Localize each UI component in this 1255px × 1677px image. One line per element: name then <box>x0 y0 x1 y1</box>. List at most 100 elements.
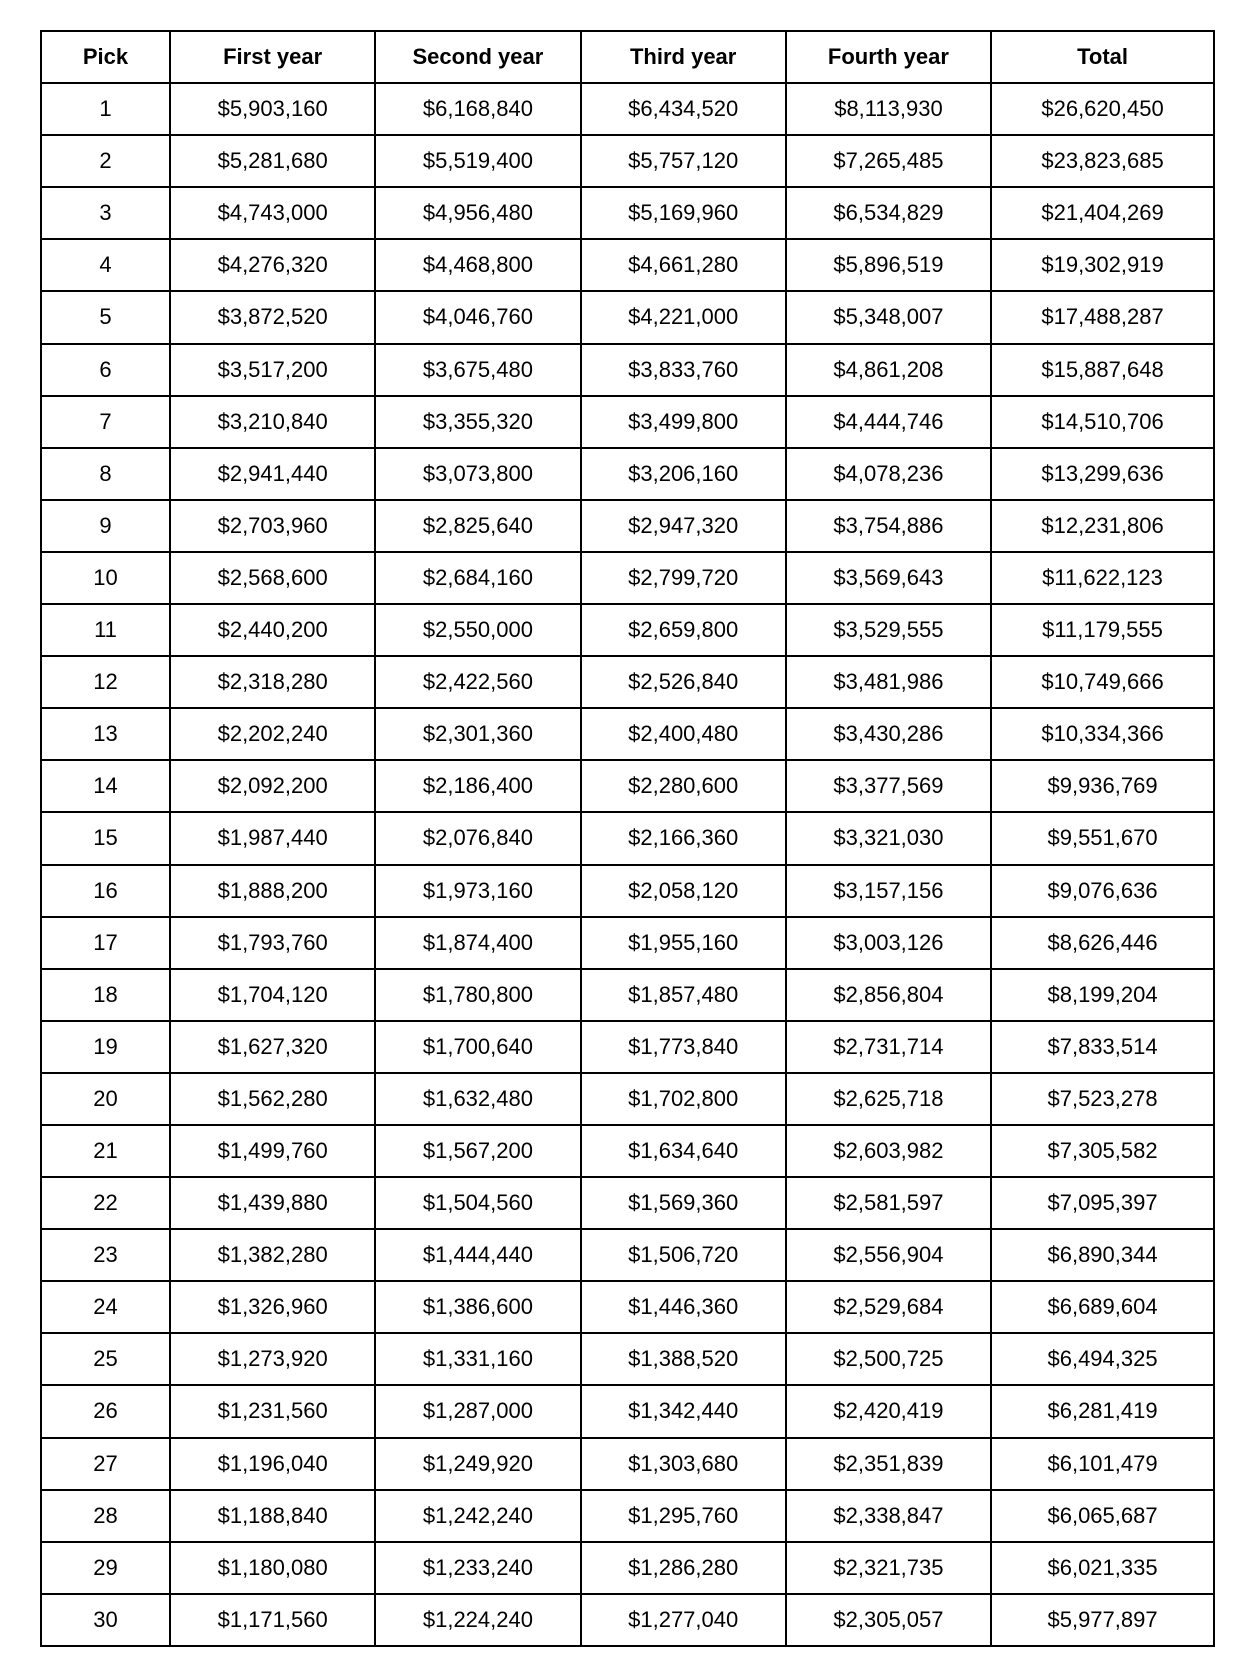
table-row: 24$1,326,960$1,386,600$1,446,360$2,529,6… <box>41 1281 1214 1333</box>
cell-total: $6,065,687 <box>991 1490 1214 1542</box>
col-header-year4: Fourth year <box>786 31 991 83</box>
cell-pick: 19 <box>41 1021 170 1073</box>
cell-year1: $4,276,320 <box>170 239 375 291</box>
cell-year2: $1,780,800 <box>375 969 580 1021</box>
cell-total: $8,199,204 <box>991 969 1214 1021</box>
cell-year2: $1,331,160 <box>375 1333 580 1385</box>
cell-pick: 25 <box>41 1333 170 1385</box>
cell-year2: $1,632,480 <box>375 1073 580 1125</box>
cell-total: $9,076,636 <box>991 865 1214 917</box>
cell-total: $7,523,278 <box>991 1073 1214 1125</box>
table-row: 10$2,568,600$2,684,160$2,799,720$3,569,6… <box>41 552 1214 604</box>
cell-pick: 6 <box>41 344 170 396</box>
table-row: 27$1,196,040$1,249,920$1,303,680$2,351,8… <box>41 1438 1214 1490</box>
cell-pick: 28 <box>41 1490 170 1542</box>
cell-year3: $2,526,840 <box>581 656 786 708</box>
cell-year2: $1,224,240 <box>375 1594 580 1646</box>
cell-year1: $1,499,760 <box>170 1125 375 1177</box>
cell-total: $11,622,123 <box>991 552 1214 604</box>
col-header-pick: Pick <box>41 31 170 83</box>
cell-year1: $1,987,440 <box>170 812 375 864</box>
cell-total: $17,488,287 <box>991 291 1214 343</box>
cell-year1: $3,872,520 <box>170 291 375 343</box>
cell-total: $12,231,806 <box>991 500 1214 552</box>
cell-year4: $2,581,597 <box>786 1177 991 1229</box>
cell-year4: $2,351,839 <box>786 1438 991 1490</box>
cell-year2: $1,287,000 <box>375 1385 580 1437</box>
cell-year1: $1,188,840 <box>170 1490 375 1542</box>
cell-total: $6,021,335 <box>991 1542 1214 1594</box>
cell-total: $6,689,604 <box>991 1281 1214 1333</box>
cell-year1: $2,440,200 <box>170 604 375 656</box>
cell-total: $5,977,897 <box>991 1594 1214 1646</box>
col-header-total: Total <box>991 31 1214 83</box>
table-row: 28$1,188,840$1,242,240$1,295,760$2,338,8… <box>41 1490 1214 1542</box>
cell-year2: $1,444,440 <box>375 1229 580 1281</box>
cell-year4: $2,625,718 <box>786 1073 991 1125</box>
table-row: 18$1,704,120$1,780,800$1,857,480$2,856,8… <box>41 969 1214 1021</box>
cell-year1: $1,196,040 <box>170 1438 375 1490</box>
table-row: 19$1,627,320$1,700,640$1,773,840$2,731,7… <box>41 1021 1214 1073</box>
cell-pick: 4 <box>41 239 170 291</box>
cell-year1: $1,562,280 <box>170 1073 375 1125</box>
cell-year1: $4,743,000 <box>170 187 375 239</box>
cell-year3: $2,799,720 <box>581 552 786 604</box>
cell-year1: $2,703,960 <box>170 500 375 552</box>
cell-year3: $1,569,360 <box>581 1177 786 1229</box>
table-body: 1$5,903,160$6,168,840$6,434,520$8,113,93… <box>41 83 1214 1646</box>
cell-year1: $1,273,920 <box>170 1333 375 1385</box>
cell-year3: $2,058,120 <box>581 865 786 917</box>
cell-pick: 5 <box>41 291 170 343</box>
cell-year2: $6,168,840 <box>375 83 580 135</box>
cell-year3: $1,303,680 <box>581 1438 786 1490</box>
cell-pick: 8 <box>41 448 170 500</box>
cell-year1: $1,793,760 <box>170 917 375 969</box>
cell-total: $6,494,325 <box>991 1333 1214 1385</box>
table-row: 15$1,987,440$2,076,840$2,166,360$3,321,0… <box>41 812 1214 864</box>
cell-year2: $2,422,560 <box>375 656 580 708</box>
table-row: 8$2,941,440$3,073,800$3,206,160$4,078,23… <box>41 448 1214 500</box>
cell-year4: $3,529,555 <box>786 604 991 656</box>
cell-pick: 21 <box>41 1125 170 1177</box>
cell-year4: $2,731,714 <box>786 1021 991 1073</box>
table-row: 14$2,092,200$2,186,400$2,280,600$3,377,5… <box>41 760 1214 812</box>
table-row: 23$1,382,280$1,444,440$1,506,720$2,556,9… <box>41 1229 1214 1281</box>
cell-pick: 11 <box>41 604 170 656</box>
cell-year1: $1,439,880 <box>170 1177 375 1229</box>
cell-year2: $2,076,840 <box>375 812 580 864</box>
cell-year3: $4,661,280 <box>581 239 786 291</box>
cell-pick: 14 <box>41 760 170 812</box>
cell-total: $10,334,366 <box>991 708 1214 760</box>
cell-pick: 16 <box>41 865 170 917</box>
table-row: 2$5,281,680$5,519,400$5,757,120$7,265,48… <box>41 135 1214 187</box>
cell-year4: $2,603,982 <box>786 1125 991 1177</box>
salary-table: Pick First year Second year Third year F… <box>40 30 1215 1647</box>
cell-year3: $2,659,800 <box>581 604 786 656</box>
cell-year3: $1,295,760 <box>581 1490 786 1542</box>
table-row: 11$2,440,200$2,550,000$2,659,800$3,529,5… <box>41 604 1214 656</box>
cell-year4: $2,338,847 <box>786 1490 991 1542</box>
cell-year3: $1,277,040 <box>581 1594 786 1646</box>
cell-year2: $1,242,240 <box>375 1490 580 1542</box>
cell-year3: $1,342,440 <box>581 1385 786 1437</box>
cell-year4: $3,754,886 <box>786 500 991 552</box>
cell-year2: $1,504,560 <box>375 1177 580 1229</box>
cell-year2: $2,825,640 <box>375 500 580 552</box>
cell-year2: $4,956,480 <box>375 187 580 239</box>
cell-total: $6,281,419 <box>991 1385 1214 1437</box>
cell-year1: $2,092,200 <box>170 760 375 812</box>
cell-pick: 17 <box>41 917 170 969</box>
table-row: 13$2,202,240$2,301,360$2,400,480$3,430,2… <box>41 708 1214 760</box>
cell-year1: $3,517,200 <box>170 344 375 396</box>
cell-year4: $3,430,286 <box>786 708 991 760</box>
cell-pick: 24 <box>41 1281 170 1333</box>
cell-year4: $2,500,725 <box>786 1333 991 1385</box>
cell-year3: $2,947,320 <box>581 500 786 552</box>
cell-year2: $1,973,160 <box>375 865 580 917</box>
cell-year1: $1,888,200 <box>170 865 375 917</box>
cell-pick: 30 <box>41 1594 170 1646</box>
cell-total: $6,101,479 <box>991 1438 1214 1490</box>
cell-total: $13,299,636 <box>991 448 1214 500</box>
cell-year4: $3,321,030 <box>786 812 991 864</box>
cell-total: $15,887,648 <box>991 344 1214 396</box>
